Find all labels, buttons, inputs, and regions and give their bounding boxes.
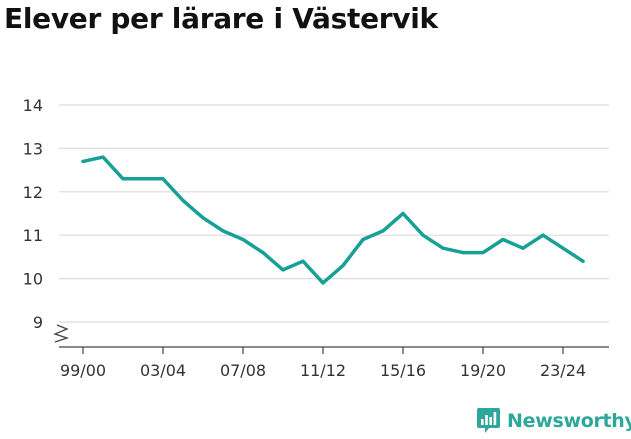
x-tick-label: 15/16 [380,361,426,380]
y-axis: 9 10 11 12 13 14 [23,96,43,332]
chart-title: Elever per lärare i Västervik [4,2,438,35]
data-point [421,233,425,237]
data-point [81,159,85,164]
x-tick-label: 23/24 [540,361,586,380]
data-point [101,155,105,159]
data-point [521,246,525,250]
data-point [401,211,405,216]
y-tick-label: 12 [23,183,43,202]
x-tick-label: 11/12 [300,361,346,380]
data-point [221,229,225,233]
data-point [181,198,185,203]
x-tick-label: 07/08 [220,361,266,380]
data-point [461,250,465,255]
gridlines [59,104,609,323]
series-layer [81,155,585,285]
brand-name: Newsworthy [507,409,631,432]
data-point [201,216,205,220]
y-tick-label: 14 [23,96,43,115]
data-point [121,177,125,181]
data-point [301,259,305,263]
data-point [441,246,445,250]
data-point [261,250,265,255]
x-axis: 99/00 03/04 07/08 11/12 15/16 19/20 23/24 [59,346,609,380]
data-point [561,246,565,250]
y-tick-label: 10 [23,270,43,289]
data-point [501,237,505,242]
data-point [381,229,385,233]
series-line [81,155,585,285]
data-point [361,237,365,242]
newsworthy-logo-icon [477,408,500,433]
data-point [481,250,485,255]
data-point [321,281,325,285]
x-tick-label: 03/04 [140,361,186,380]
data-point [241,237,245,242]
data-point [541,233,545,237]
y-tick-label: 11 [23,226,43,245]
newsworthy-logo: Newsworthy [476,407,631,434]
axis-break-icon [53,324,70,343]
data-point [581,259,585,263]
data-point [161,177,165,181]
data-point [341,263,345,268]
data-point [141,177,145,181]
data-point [281,268,285,272]
x-tick-label: 19/20 [460,361,506,380]
y-tick-label: 9 [33,313,43,332]
x-tick-label: 99/00 [60,361,106,380]
axis-break-zigzag [53,324,70,343]
y-tick-label: 13 [23,139,43,158]
